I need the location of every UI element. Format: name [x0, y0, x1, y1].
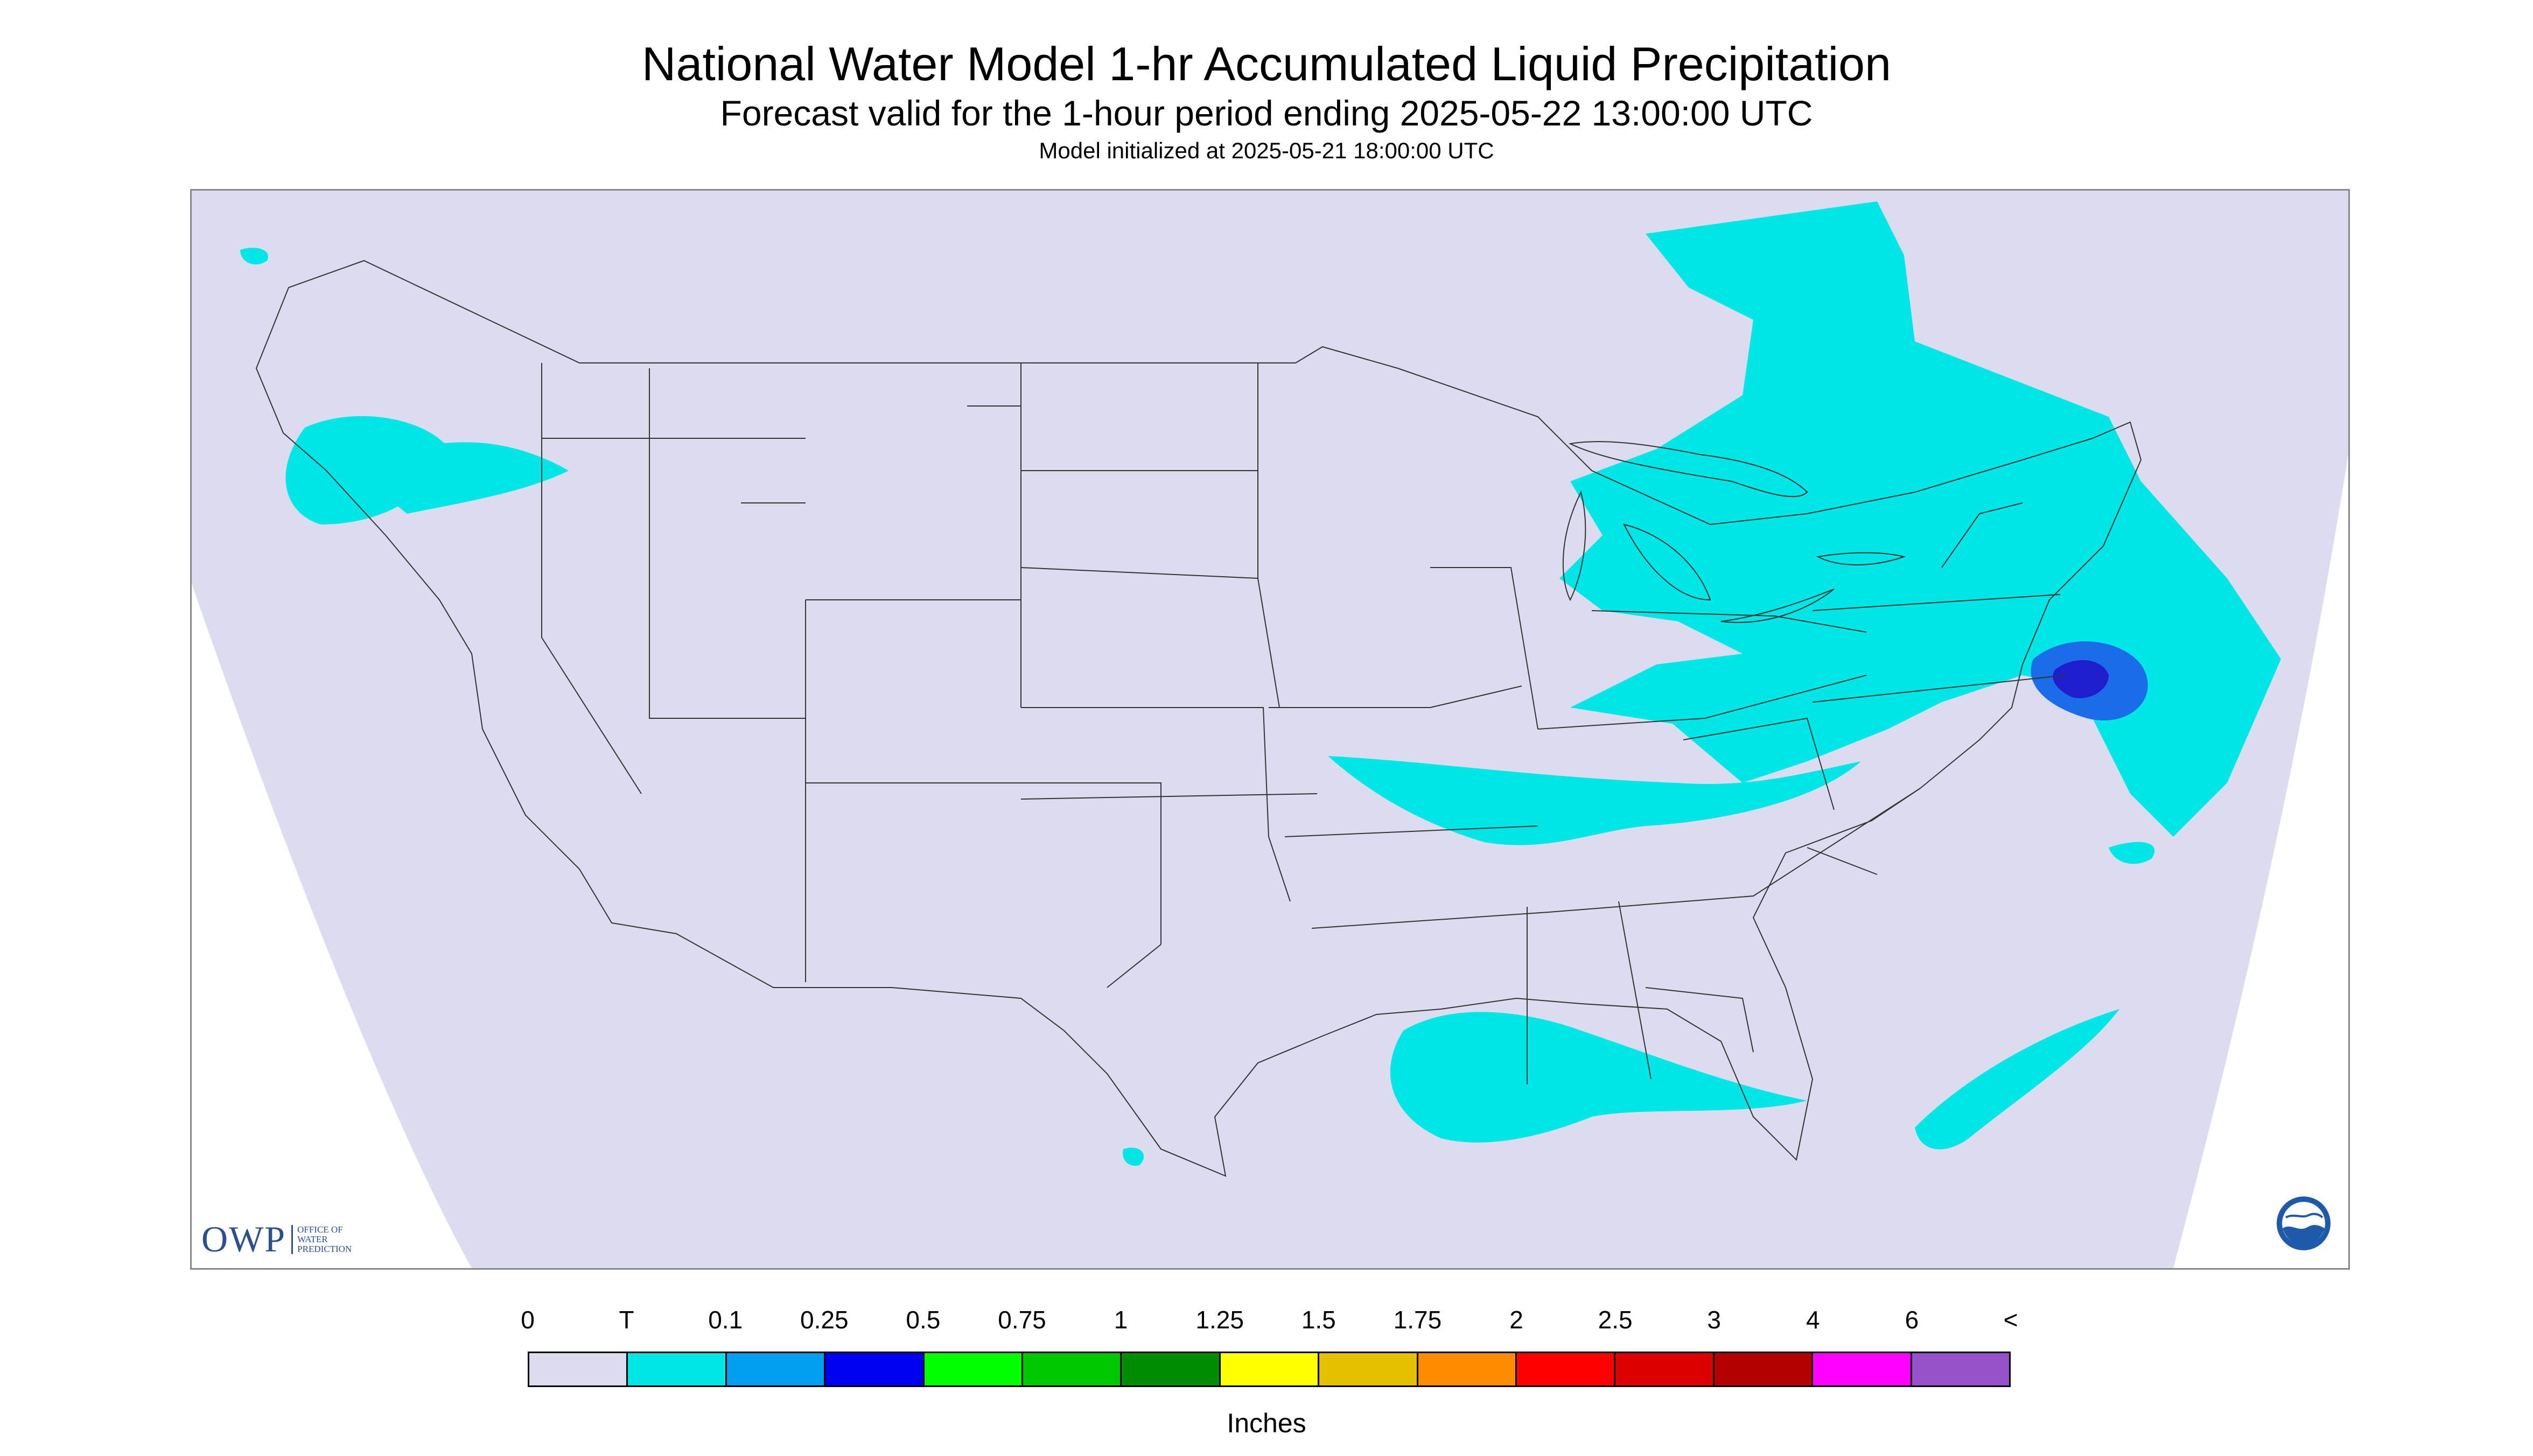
legend-swatch — [1714, 1353, 1814, 1385]
legend-swatch — [1220, 1353, 1320, 1385]
gulf-precip — [1390, 1012, 1807, 1143]
legend-label: 0.75 — [998, 1306, 1046, 1334]
atlantic-small-precip — [2109, 842, 2155, 864]
mexico-small-precip — [1123, 1147, 1144, 1166]
noaa-logo-icon — [2277, 1196, 2331, 1250]
legend-label: 2 — [1509, 1306, 1523, 1334]
model-domain — [192, 191, 2348, 1268]
legend-label: 3 — [1707, 1306, 1721, 1334]
legend-swatch — [1319, 1353, 1418, 1385]
legend-label: 4 — [1806, 1306, 1820, 1334]
legend-swatch — [726, 1353, 826, 1385]
legend-label: 1 — [1114, 1306, 1128, 1334]
legend-label: 1.25 — [1195, 1306, 1244, 1334]
legend-swatch — [1517, 1353, 1616, 1385]
legend-label: 1.75 — [1393, 1306, 1442, 1334]
map-canvas — [192, 191, 2348, 1268]
legend-label: 0 — [521, 1306, 535, 1334]
legend-swatch — [825, 1353, 925, 1385]
southern-plains-precip — [1328, 756, 1861, 845]
legend-swatch — [1912, 1353, 2010, 1385]
precipitation-areas — [240, 201, 2281, 1166]
precipitation-map: OWP OFFICE OF WATER PREDICTION — [190, 189, 2350, 1270]
owp-logo-subtext: OFFICE OF WATER PREDICTION — [291, 1224, 362, 1254]
legend-label: 0.1 — [708, 1306, 743, 1334]
heaviest-precip-northeast — [2053, 660, 2109, 698]
legend-swatch — [1813, 1353, 1912, 1385]
legend-swatch — [1122, 1353, 1221, 1385]
state-boundaries — [255, 260, 2142, 1177]
legend-label: 0.25 — [800, 1306, 849, 1334]
us-outline — [255, 260, 2142, 1177]
owp-logo: OWP OFFICE OF WATER PREDICTION — [201, 1218, 362, 1261]
legend-colorbar — [528, 1352, 2011, 1387]
legend-labels: 0 T 0.1 0.25 0.5 0.75 1 1.25 1.5 1.75 2 2.5 3 4 6 < — [0, 1305, 2533, 1338]
legend-swatch — [628, 1353, 727, 1385]
legend-label: 6 — [1905, 1306, 1919, 1334]
legend-label: T — [619, 1306, 634, 1334]
map-subtitle: Forecast valid for the 1-hour period end… — [720, 93, 1813, 133]
map-title: National Water Model 1-hr Accumulated Li… — [641, 37, 1892, 90]
legend-swatch — [1615, 1353, 1715, 1385]
legend-label: 0.5 — [906, 1306, 941, 1334]
legend-swatch — [1418, 1353, 1517, 1385]
great-lakes — [1562, 441, 1906, 623]
pacific-small-precip — [240, 248, 268, 265]
legend-swatch — [924, 1353, 1024, 1385]
legend-label: < — [2003, 1306, 2018, 1334]
atlantic-precip — [1915, 1009, 2119, 1150]
owp-logo-text: OWP — [201, 1219, 286, 1259]
model-init-text: Model initialized at 2025-05-21 18:00:00… — [1039, 138, 1494, 163]
legend-label: 2.5 — [1598, 1306, 1633, 1334]
legend-units: Inches — [1227, 1408, 1306, 1438]
legend-swatch — [529, 1353, 628, 1385]
legend-label: 1.5 — [1301, 1306, 1336, 1334]
northwest-precip-streak — [353, 442, 569, 514]
legend-swatch — [1023, 1353, 1122, 1385]
